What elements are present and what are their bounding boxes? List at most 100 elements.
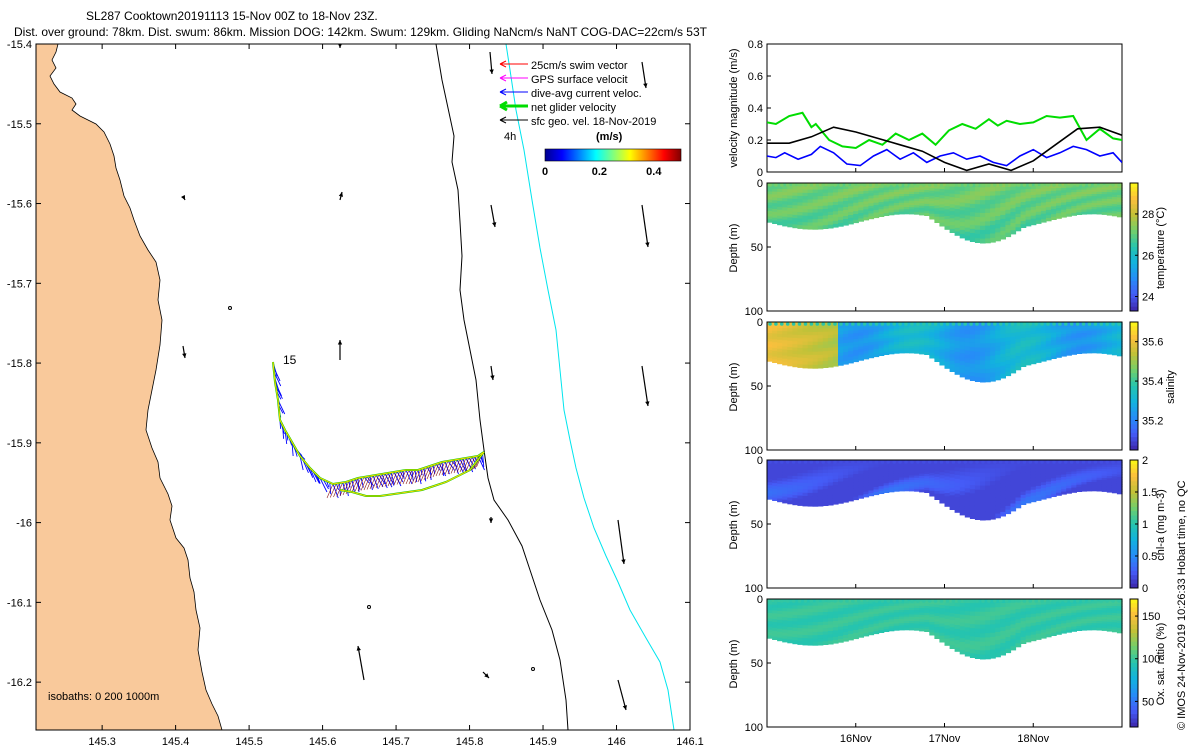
swim-vector xyxy=(390,471,398,486)
legend-net-glider-velocity: net glider velocity xyxy=(531,102,616,114)
swim-vector xyxy=(444,460,452,475)
swim-vector xyxy=(435,461,443,477)
swim-vector xyxy=(357,476,365,492)
dive-avg-current-vector xyxy=(393,471,402,487)
swim-vector xyxy=(411,469,419,485)
lat-tick-label: -16 xyxy=(16,518,32,530)
dive-avg-current-vector xyxy=(429,465,432,481)
swim-vector xyxy=(360,476,368,491)
legend-gps-velocity: GPS surface velocit xyxy=(531,74,628,86)
sfc-velocity-arrowhead xyxy=(356,646,361,651)
map-lon-ticks: 145.3 145.4 145.5 145.6 145.7 145.8 145.9 146 14… xyxy=(88,44,704,748)
map-axes-box xyxy=(35,43,691,731)
dive-avg-current-vector xyxy=(465,457,474,473)
lat-tick-label: -16.2 xyxy=(7,677,32,689)
swim-vector xyxy=(405,469,413,485)
swim-vector xyxy=(387,471,395,487)
lat-tick-label: -15.5 xyxy=(7,119,32,131)
sfc-velocity-arrowhead xyxy=(338,44,342,48)
swim-vector xyxy=(429,463,437,479)
swim-vector xyxy=(402,469,410,485)
dive-avg-current-vector xyxy=(459,458,467,474)
dive-avg-current-vector xyxy=(335,483,340,491)
map-lat-ticks: -15.4-15.5-15.6-15.7-15.8-15.9-16-16.1-1… xyxy=(7,39,690,689)
swim-vector xyxy=(417,467,425,483)
sfc-velocity-arrowhead xyxy=(484,673,489,678)
dive-avg-current-vector xyxy=(375,474,384,487)
lon-tick-label: 145.4 xyxy=(162,736,190,748)
lat-tick-label: -15.7 xyxy=(7,278,32,290)
legend-swim-vector: 25cm/s swim vector xyxy=(531,60,628,72)
swim-vector xyxy=(339,481,347,497)
speed-colorbar-tick: 0 xyxy=(542,166,548,178)
dive-avg-current-vector xyxy=(351,479,355,492)
sfc-velocity-arrowhead xyxy=(181,195,185,200)
dive-avg-current-vector xyxy=(322,479,329,490)
dive-avg-current-vector xyxy=(319,477,328,493)
lat-tick-label: -15.6 xyxy=(7,199,32,211)
swim-vector xyxy=(414,468,422,484)
swim-vector xyxy=(432,462,440,478)
plot-title-line2: Dist. over ground: 78km. Dist. swum: 86k… xyxy=(14,25,707,39)
speed-colorbar xyxy=(544,148,682,162)
swim-vector xyxy=(420,466,428,482)
glider-track-line xyxy=(272,361,485,497)
swim-vector xyxy=(372,474,380,489)
colorbar-title: (m/s) xyxy=(596,131,623,143)
speed-colorbar-tick: 0.2 xyxy=(592,166,607,178)
swim-vector xyxy=(450,459,458,474)
swim-vector xyxy=(363,475,371,491)
legend-sfc-geo-velocity: sfc geo. vel. 18-Nov-2019 xyxy=(531,116,656,128)
dive-avg-current-vector xyxy=(423,467,427,482)
sfc-velocity-arrowhead xyxy=(643,83,648,88)
sfc-velocity-arrow xyxy=(641,204,649,248)
swim-vector xyxy=(342,480,350,496)
swim-vector xyxy=(465,456,473,472)
dive-avg-current-vector xyxy=(402,470,405,479)
dive-avg-current-vector xyxy=(329,482,332,495)
lon-tick-label: 145.6 xyxy=(309,736,337,748)
sfc-velocity-arrow xyxy=(617,519,625,565)
legend-dive-avg-current: dive-avg current veloc. xyxy=(531,88,642,100)
dive-avg-current-vector xyxy=(456,459,465,474)
speed-colorbar-ticks: 0 0.2 0.4 xyxy=(542,166,662,178)
glider-track xyxy=(272,361,485,499)
sfc-velocity-arrowhead xyxy=(645,401,650,406)
sfc-velocity-arrow xyxy=(617,679,627,711)
dive-avg-current-vector xyxy=(435,463,441,471)
dive-avg-current-vector xyxy=(369,475,373,491)
sfc-velocity-arrowhead xyxy=(621,559,626,564)
lon-tick-label: 145.9 xyxy=(529,736,557,748)
coastline-land xyxy=(36,44,223,730)
dive-avg-current-vector xyxy=(299,455,304,471)
swim-vector xyxy=(333,482,340,498)
dive-avg-current-vector xyxy=(363,476,370,484)
swim-vector xyxy=(423,465,431,481)
swim-vector xyxy=(468,456,476,471)
sfc-velocity-arrowhead xyxy=(622,705,627,710)
sfc-velocity-arrow xyxy=(641,365,649,407)
isobath-1000m xyxy=(505,44,675,730)
isobaths-label: isobaths: 0 200 1000m xyxy=(48,691,159,703)
sfc-velocity-arrowhead xyxy=(492,222,497,227)
sfc-velocity-arrow xyxy=(357,645,365,681)
swim-vector xyxy=(462,457,470,472)
swim-vector xyxy=(329,483,337,498)
swim-vector xyxy=(441,460,449,476)
swim-vector xyxy=(459,457,467,473)
sfc-velocity-arrowhead xyxy=(337,340,343,345)
surface-velocity-arrows xyxy=(181,44,650,711)
dive-avg-current-vector xyxy=(420,468,423,476)
swim-vector xyxy=(369,474,377,490)
lon-tick-label: 146 xyxy=(607,736,625,748)
lon-tick-label: 145.3 xyxy=(88,736,116,748)
lon-tick-label: 145.8 xyxy=(456,736,484,748)
swim-vector xyxy=(351,477,359,493)
map-legend: 25cm/s swim vector GPS surface velocit d… xyxy=(499,60,682,178)
swim-vector xyxy=(378,473,386,488)
sfc-velocity-arrowhead xyxy=(338,192,344,197)
swim-vector xyxy=(396,470,404,485)
lat-tick-label: -15.4 xyxy=(7,39,32,51)
swim-vector xyxy=(366,475,374,490)
